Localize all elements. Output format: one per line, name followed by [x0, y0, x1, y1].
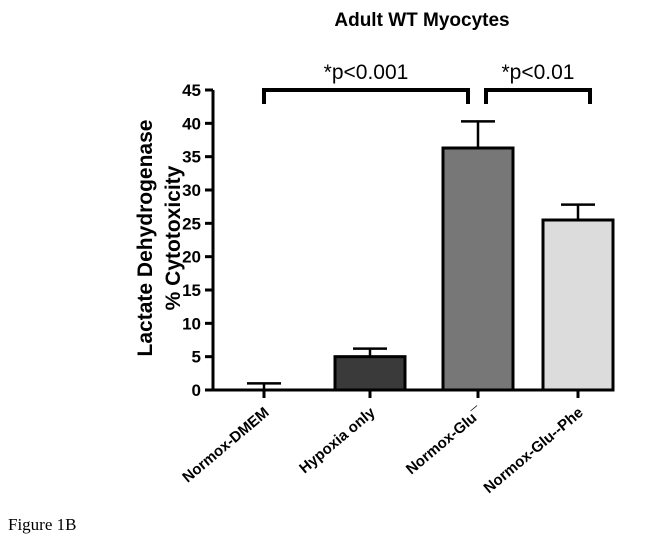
x-tick-label: Normox-DMEM: [179, 404, 272, 486]
y-tick-label: 25: [182, 214, 201, 233]
y-tick-label: 40: [182, 114, 201, 133]
y-axis-label-line2: % Cytotoxicity: [162, 165, 185, 310]
chart-title: Adult WT Myocytes: [334, 10, 509, 31]
significance-label: *p<0.01: [502, 61, 575, 84]
y-axis-label-line1: Lactate Dehydrogenase: [134, 120, 157, 357]
y-axis-label: Lactate Dehydrogenase % Cytotoxicity: [134, 120, 185, 357]
y-tick-label: 35: [182, 148, 201, 167]
significance-bracket: [262, 88, 470, 104]
y-tick-label: 15: [182, 281, 201, 300]
bar: [441, 146, 515, 392]
bars: [247, 120, 615, 392]
y-tick-label: 30: [182, 181, 201, 200]
bar: [541, 218, 615, 392]
y-tick-label: 0: [192, 381, 201, 400]
y-tick-label: 20: [182, 248, 201, 267]
y-axis: 0 5 10 15 20 25 30 35 40 45: [182, 81, 215, 400]
x-axis: Normox-DMEM Hypoxia only Normox-Glu¯Normox…: [179, 388, 612, 497]
x-tick-label: Normox-Glu¯: [403, 404, 487, 479]
significance-label: *p<0.001: [324, 61, 409, 84]
significance-brackets: *p<0.001 *p<0.01: [262, 61, 592, 104]
figure-caption: Figure 1B: [8, 515, 77, 534]
significance-bracket: [484, 88, 592, 104]
bar: [333, 355, 407, 392]
x-tick-label: Hypoxia only: [296, 404, 379, 477]
y-tick-label: 45: [182, 81, 201, 100]
y-tick-label: 5: [192, 348, 201, 367]
y-tick-label: 10: [182, 314, 201, 333]
x-tick-label: Normox-Glu--Phe: [481, 404, 587, 497]
